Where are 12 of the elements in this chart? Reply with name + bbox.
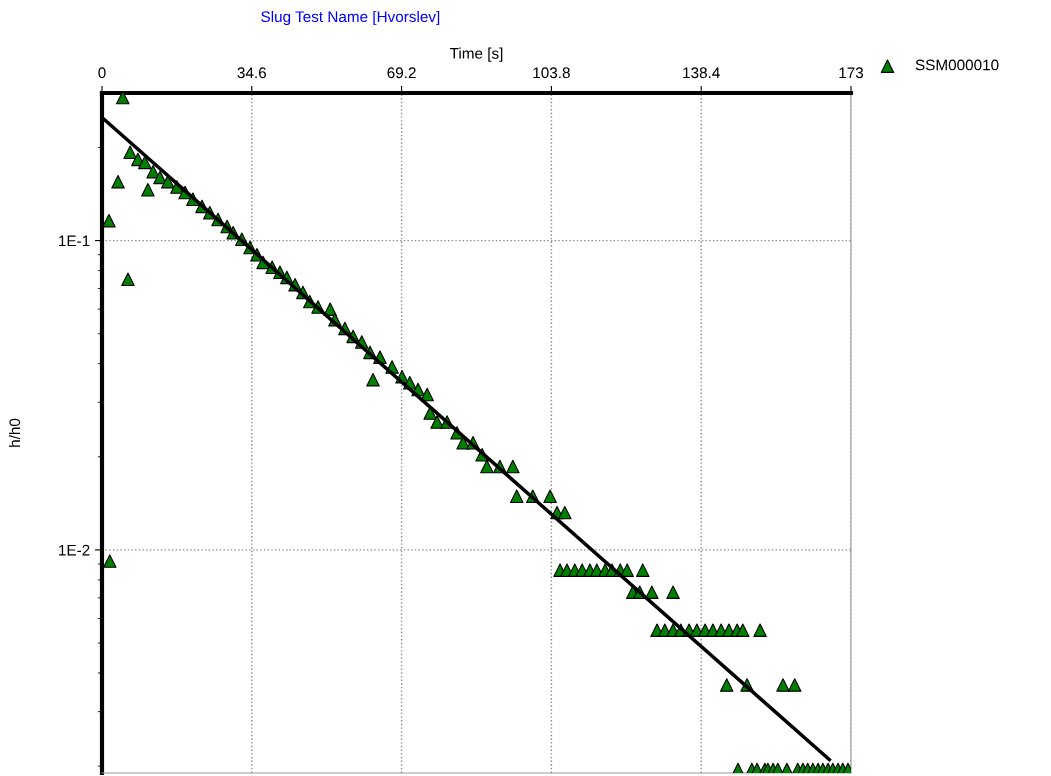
x-tick-label: 138.4 (683, 67, 720, 79)
x-tick-label: 103.8 (533, 67, 570, 79)
x-tick-label: 34.6 (237, 67, 266, 79)
legend-label: SSM000010 (915, 59, 999, 71)
chart-title: Slug Test Name [Hvorslev] (261, 10, 440, 26)
x-tick-label: 69.2 (387, 67, 416, 79)
x-axis-title: Time [s] (449, 47, 503, 62)
y-tick-label: 1E-1 (59, 235, 90, 247)
y-axis-title: h/h0 (8, 418, 21, 447)
x-tick-label: 173 (839, 67, 864, 79)
y-tick-label: 1E-2 (59, 544, 90, 556)
x-tick-label: 0 (98, 67, 106, 79)
